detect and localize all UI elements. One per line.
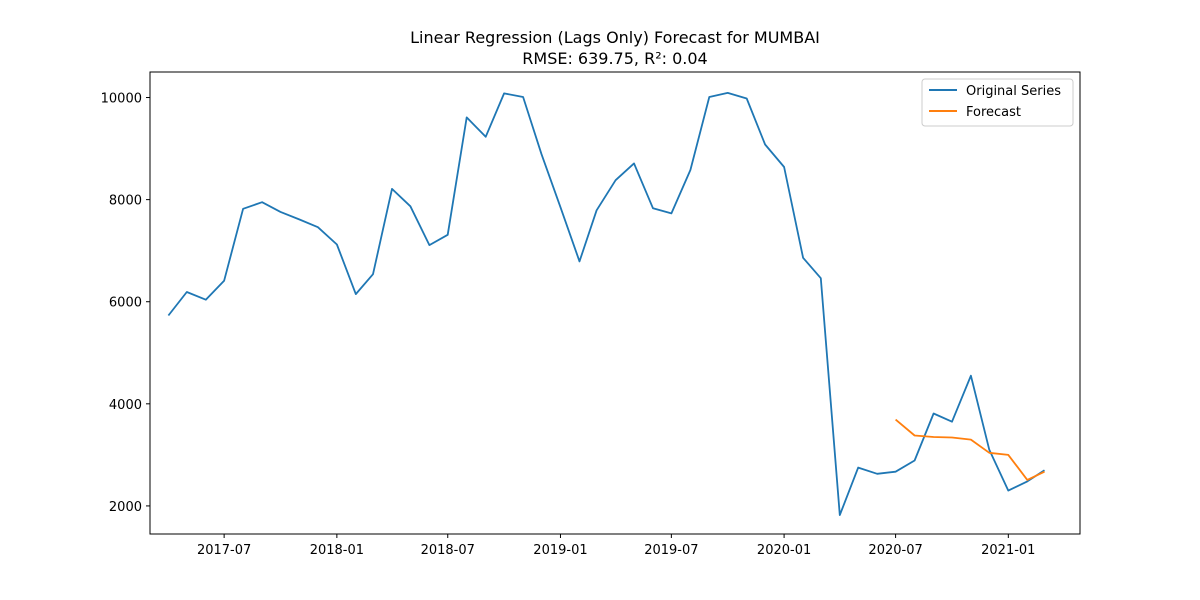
legend: Original Series Forecast <box>921 78 1074 127</box>
series-line-forecast <box>895 418 1045 481</box>
x-tick-label: 2021-01 <box>981 543 1035 558</box>
y-tick-label: 2000 <box>109 500 142 515</box>
x-tick-label: 2020-01 <box>757 543 811 558</box>
legend-label-forecast: Forecast <box>966 105 1021 120</box>
y-axis: 2000 4000 6000 8000 10000 <box>101 92 150 515</box>
legend-box <box>921 78 1074 127</box>
x-axis: 2017-07 2018-01 2018-07 2019-01 2019-07 2020-… <box>197 534 1035 558</box>
y-tick-label: 10000 <box>101 92 142 107</box>
series-layer <box>167 92 1045 516</box>
y-tick-label: 8000 <box>109 194 142 209</box>
x-tick-label: 2017-07 <box>197 543 251 558</box>
y-tick-label: 4000 <box>109 398 142 413</box>
chart-subtitle: RMSE: 639.75, R²: 0.04 <box>522 49 707 68</box>
x-tick-label: 2019-01 <box>533 543 587 558</box>
x-tick-label: 2018-07 <box>421 543 475 558</box>
chart-title: Linear Regression (Lags Only) Forecast f… <box>410 28 820 47</box>
x-tick-label: 2018-01 <box>310 543 364 558</box>
x-tick-label: 2019-07 <box>644 543 698 558</box>
x-tick-label: 2020-07 <box>868 543 922 558</box>
y-tick-label: 6000 <box>109 296 142 311</box>
plot-frame <box>149 71 1081 535</box>
series-line-original-series <box>167 92 1045 516</box>
legend-label-original-series: Original Series <box>966 84 1061 99</box>
